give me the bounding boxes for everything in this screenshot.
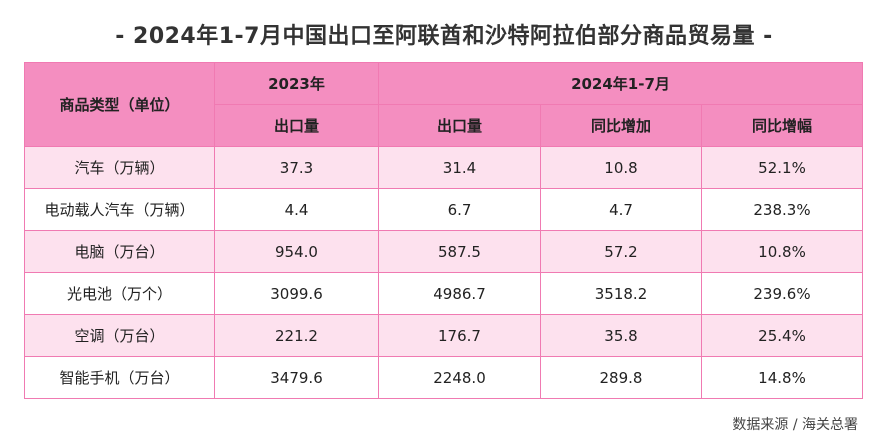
cell-yoy-growth: 52.1% xyxy=(701,146,863,189)
cell-export-2023: 3479.6 xyxy=(214,356,379,399)
cell-export-2023: 3099.6 xyxy=(214,272,379,315)
cell-category: 光电池（万个） xyxy=(24,272,215,315)
cell-export-2024: 4986.7 xyxy=(378,272,541,315)
header-export-2024: 出口量 xyxy=(378,104,541,147)
cell-yoy-increase: 35.8 xyxy=(540,314,702,357)
header-yoy-increase: 同比增加 xyxy=(540,104,702,147)
table-subheader-row: 出口量 出口量 同比增加 同比增幅 xyxy=(25,104,863,147)
page-title: - 2024年1-7月中国出口至阿联酋和沙特阿拉伯部分商品贸易量 - xyxy=(115,24,773,49)
cell-export-2024: 587.5 xyxy=(378,230,541,273)
cell-yoy-growth: 239.6% xyxy=(701,272,863,315)
trade-table: 商品类型（单位） 2023年 2024年1-7月 出口量 出口量 同比增加 同比… xyxy=(24,62,863,399)
cell-yoy-increase: 289.8 xyxy=(540,356,702,399)
table-row: 汽车（万辆） 37.3 31.4 10.8 52.1% xyxy=(24,146,863,189)
table-row: 电动载人汽车（万辆） 4.4 6.7 4.7 238.3% xyxy=(24,188,863,231)
cell-export-2024: 176.7 xyxy=(378,314,541,357)
cell-export-2024: 2248.0 xyxy=(378,356,541,399)
cell-yoy-growth: 25.4% xyxy=(701,314,863,357)
header-year-2024: 2024年1-7月 xyxy=(378,62,863,105)
header-category: 商品类型（单位） xyxy=(24,62,215,147)
data-source-note: 数据来源 / 海关总署 xyxy=(732,417,858,433)
header-year-2023: 2023年 xyxy=(214,62,379,105)
cell-category: 汽车（万辆） xyxy=(24,146,215,189)
cell-category: 电动载人汽车（万辆） xyxy=(24,188,215,231)
cell-yoy-increase: 57.2 xyxy=(540,230,702,273)
table-row: 光电池（万个） 3099.6 4986.7 3518.2 239.6% xyxy=(24,272,863,315)
cell-export-2023: 4.4 xyxy=(214,188,379,231)
table-row: 智能手机（万台） 3479.6 2248.0 289.8 14.8% xyxy=(24,356,863,399)
cell-export-2023: 37.3 xyxy=(214,146,379,189)
cell-category: 智能手机（万台） xyxy=(24,356,215,399)
cell-yoy-increase: 3518.2 xyxy=(540,272,702,315)
cell-yoy-growth: 10.8% xyxy=(701,230,863,273)
header-yoy-growth: 同比增幅 xyxy=(701,104,863,147)
cell-export-2023: 221.2 xyxy=(214,314,379,357)
cell-export-2024: 31.4 xyxy=(378,146,541,189)
cell-yoy-growth: 14.8% xyxy=(701,356,863,399)
cell-yoy-increase: 4.7 xyxy=(540,188,702,231)
cell-category: 电脑（万台） xyxy=(24,230,215,273)
header-export-2023: 出口量 xyxy=(214,104,379,147)
table-row: 电脑（万台） 954.0 587.5 57.2 10.8% xyxy=(24,230,863,273)
table-row: 空调（万台） 221.2 176.7 35.8 25.4% xyxy=(24,314,863,357)
table-header-row: 商品类型（单位） 2023年 2024年1-7月 xyxy=(24,62,863,147)
cell-yoy-growth: 238.3% xyxy=(701,188,863,231)
cell-category: 空调（万台） xyxy=(24,314,215,357)
cell-export-2024: 6.7 xyxy=(378,188,541,231)
cell-yoy-increase: 10.8 xyxy=(540,146,702,189)
cell-export-2023: 954.0 xyxy=(214,230,379,273)
